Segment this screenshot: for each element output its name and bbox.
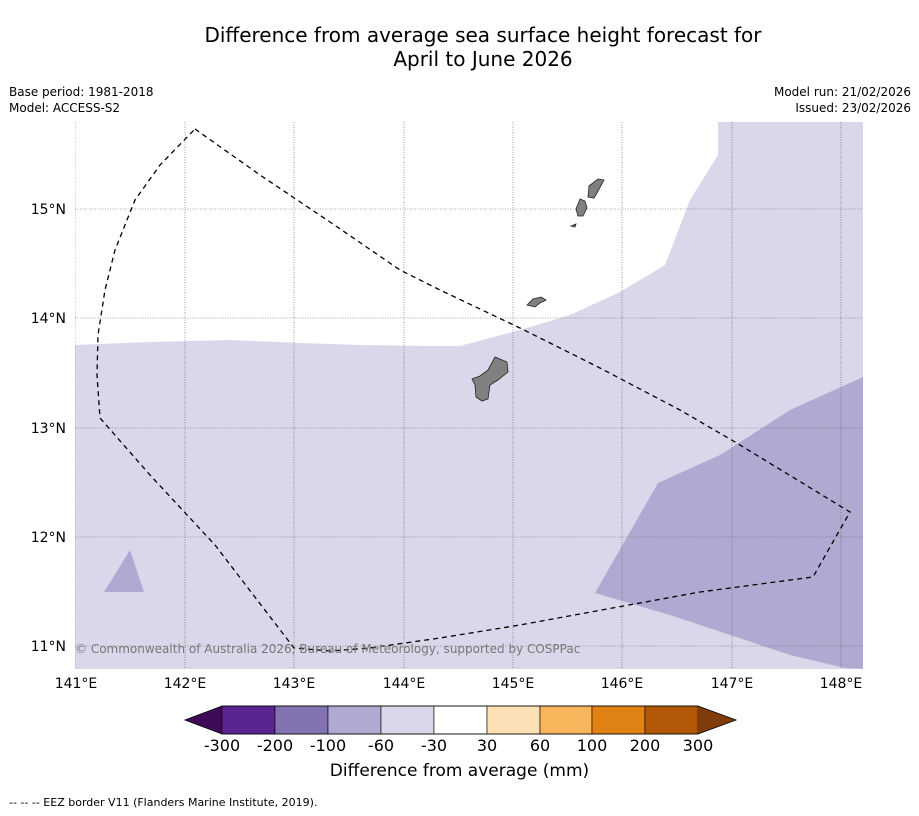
lon-labels: 141°E 142°E 143°E 144°E 145°E 146°E 147°… (55, 676, 863, 692)
lon-label-142: 142°E (164, 676, 207, 692)
lon-label-145: 145°E (492, 676, 535, 692)
island-saipan (587, 178, 605, 199)
meta-right: Model run: 21/02/2026 Issued: 23/02/2026 (774, 84, 911, 116)
colorbar-bin-8 (591, 705, 646, 735)
colorbar-bin-5 (433, 705, 488, 735)
lat-label-12: 12°N (31, 530, 66, 546)
island-tinian (575, 198, 588, 217)
lon-label-148: 148°E (820, 676, 863, 692)
island-rota (526, 296, 547, 308)
colorbar-bin-3 (327, 705, 382, 735)
colorbar-label-m30: -30 (420, 736, 448, 755)
colorbar-extend-high (698, 706, 736, 734)
colorbar-bin-6 (486, 705, 541, 735)
island-aguijan (569, 223, 577, 228)
gridlines (75, 122, 863, 669)
base-period: Base period: 1981-2018 (9, 85, 154, 99)
island-guam (471, 356, 509, 402)
map-area: © Commonwealth of Australia 2026, Bureau… (75, 122, 863, 669)
lat-label-11: 11°N (31, 639, 66, 655)
lat-label-13: 13°N (31, 421, 66, 437)
colorbar-label-m300: -300 (203, 736, 241, 755)
colorbar-label-100: 100 (576, 736, 608, 755)
map-figure: © Commonwealth of Australia 2026, Bureau… (31, 122, 863, 735)
title-line-1: Difference from average sea surface heig… (204, 23, 762, 47)
lon-label-141: 141°E (55, 676, 98, 692)
eez-legend-footnote: -- -- -- EEZ border V11 (Flanders Marine… (9, 796, 318, 809)
colorbar-label-m100: -100 (309, 736, 347, 755)
colorbar (183, 705, 738, 735)
colorbar-label-200: 200 (629, 736, 661, 755)
colorbar-label-m200: -200 (256, 736, 294, 755)
model-run: Model run: 21/02/2026 (773, 85, 911, 99)
lat-labels: 15°N 14°N 13°N 12°N 11°N (31, 202, 66, 655)
lat-label-15: 15°N (31, 202, 66, 218)
island-icon (471, 178, 605, 402)
colorbar-label-30: 30 (476, 736, 498, 755)
colorbar-title: Difference from average (mm) (329, 761, 590, 781)
meta-left: Base period: 1981-2018 Model: ACCESS-S2 (9, 84, 154, 116)
lon-label-147: 147°E (711, 676, 754, 692)
eez-border (96, 128, 851, 652)
colorbar-bin-1 (221, 705, 276, 735)
colorbar-extend-low (185, 706, 222, 734)
colorbar-label-300: 300 (682, 736, 714, 755)
copyright-notice: © Commonwealth of Australia 2026, Bureau… (75, 642, 580, 656)
lon-label-143: 143°E (273, 676, 316, 692)
anomaly-region-light-small (104, 550, 144, 592)
issued-date: Issued: 23/02/2026 (795, 101, 911, 115)
colorbar-outline (183, 705, 738, 735)
model-name: Model: ACCESS-S2 (9, 101, 121, 115)
colorbar-bin-7 (539, 705, 593, 735)
colorbar-label-60: 60 (529, 736, 551, 755)
colorbar-bin-4 (380, 705, 435, 735)
colorbar-label-m60: -60 (367, 736, 395, 755)
lon-label-146: 146°E (601, 676, 644, 692)
lon-label-144: 144°E (383, 676, 426, 692)
colorbar-bin-9 (644, 705, 699, 735)
lat-label-14: 14°N (31, 311, 66, 327)
anomaly-region-light (595, 377, 863, 669)
title-line-2: April to June 2026 (393, 47, 573, 71)
chart-title: Difference from average sea surface heig… (0, 23, 919, 71)
colorbar-bin-2 (274, 705, 329, 735)
